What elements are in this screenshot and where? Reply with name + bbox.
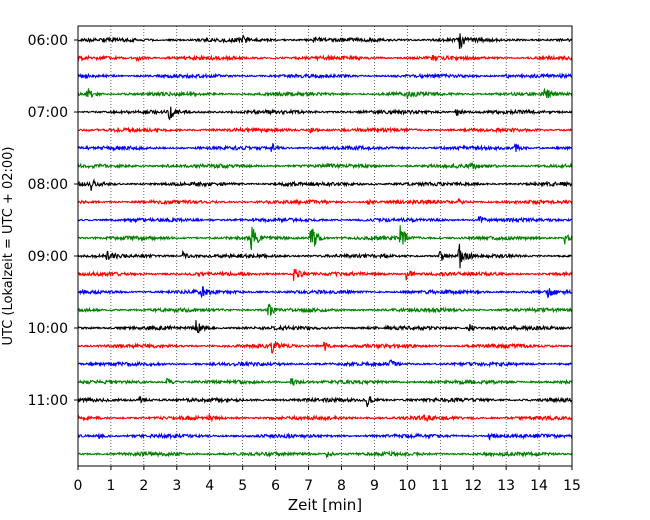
trace-0900 (77, 243, 573, 269)
trace-0930 (77, 286, 573, 299)
x-tick-label-13: 13 (497, 478, 515, 494)
trace-0945 (77, 303, 573, 317)
trace-0645 (77, 87, 573, 99)
plot-frame (77, 25, 573, 467)
x-tick-label-9: 9 (370, 478, 379, 494)
trace-1000 (77, 320, 573, 334)
y-axis-ticks: 06:00 07:00 08:00 09:00 10:00 11:00 (28, 33, 78, 409)
trace-0800 (77, 178, 573, 191)
trace-1145 (77, 450, 572, 459)
y-axis-label: UTC (Lokalzeit = UTC + 02:00) (1, 147, 16, 346)
trace-0630 (77, 72, 573, 80)
x-axis-label: Zeit [min] (288, 496, 362, 514)
x-tick-label-1: 1 (106, 478, 115, 494)
trace-0730 (77, 142, 573, 152)
y-tick-label-10:00: 10:00 (28, 321, 68, 337)
x-tick-label-8: 8 (337, 478, 346, 494)
x-tick-label-6: 6 (271, 478, 280, 494)
x-tick-label-3: 3 (172, 478, 181, 494)
trace-0600 (77, 33, 573, 50)
x-axis-ticks: 0 1 2 3 4 5 6 7 8 9 10 11 12 13 14 15 (74, 466, 581, 494)
trace-1130 (77, 432, 573, 441)
trace-0830 (77, 215, 573, 224)
x-tick-label-14: 14 (530, 478, 548, 494)
y-tick-label-08:00: 08:00 (28, 177, 68, 193)
trace-0745 (77, 162, 573, 171)
trace-1115 (77, 413, 573, 423)
trace-1100 (77, 395, 573, 408)
trace-1045 (77, 377, 573, 386)
y-tick-label-11:00: 11:00 (28, 393, 68, 409)
x-tick-label-2: 2 (139, 478, 148, 494)
trace-1015 (77, 341, 573, 354)
trace-0915 (77, 268, 573, 281)
x-tick-label-7: 7 (304, 478, 313, 494)
x-tick-label-10: 10 (398, 478, 416, 494)
x-tick-label-11: 11 (431, 478, 449, 494)
trace-0715 (77, 126, 573, 134)
x-tick-label-12: 12 (464, 478, 482, 494)
trace-0815 (77, 197, 573, 206)
y-tick-label-06:00: 06:00 (28, 33, 68, 49)
trace-0845 (77, 225, 573, 250)
trace-0700 (77, 106, 573, 121)
y-tick-label-09:00: 09:00 (28, 249, 68, 265)
x-tick-label-4: 4 (205, 478, 214, 494)
x-tick-label-5: 5 (238, 478, 247, 494)
trace-0615 (77, 54, 573, 63)
y-tick-label-07:00: 07:00 (28, 105, 68, 121)
trace-1030 (77, 359, 573, 368)
x-tick-label-15: 15 (563, 478, 581, 494)
trace-group (77, 33, 573, 459)
x-tick-label-0: 0 (74, 478, 83, 494)
